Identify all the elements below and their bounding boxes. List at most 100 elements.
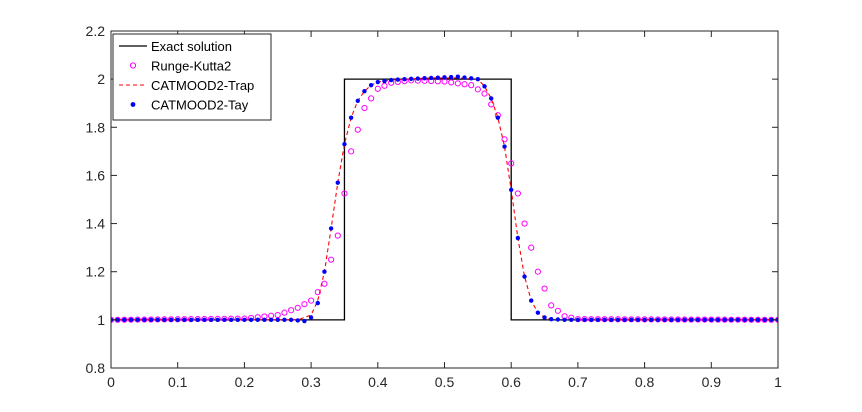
series-4: [111, 74, 778, 324]
rk2-point-56: [481, 90, 488, 97]
tay-point-38: [362, 88, 367, 94]
rk2-point-40: [374, 85, 381, 92]
tay-point-56: [482, 84, 487, 89]
tay-point-18: [228, 317, 234, 323]
rk2-point-66: [548, 302, 555, 309]
tay-point-74: [602, 317, 607, 323]
rk2-point-33: [328, 256, 335, 263]
legend-label-1: Exact solution: [151, 39, 232, 54]
rk2-point-28: [294, 304, 301, 311]
tay-point-1: [115, 317, 120, 323]
tay-point-68: [562, 317, 567, 323]
rk2-point-31: [314, 289, 321, 296]
tay-point-37: [355, 98, 360, 104]
rk2-point-52: [454, 80, 461, 87]
y-tick-label-4: 1.6: [86, 167, 106, 183]
tay-point-35: [342, 141, 347, 147]
tay-point-3: [128, 317, 134, 323]
tay-point-39: [368, 82, 374, 88]
y-tick-label-3: 1.4: [86, 216, 106, 232]
tay-point-40: [375, 79, 380, 85]
tay-point-69: [569, 317, 574, 323]
tay-point-12: [188, 317, 194, 323]
rk2-point-57: [488, 101, 495, 108]
tay-point-63: [529, 298, 534, 303]
tay-point-71: [582, 317, 587, 323]
tay-point-58: [495, 115, 501, 120]
y-tick-label-0: 0.8: [86, 360, 106, 376]
tay-point-8: [162, 317, 167, 323]
rk2-point-89: [701, 316, 708, 323]
y-tick-label-5: 1.8: [86, 119, 106, 135]
x-tick-label-0: 0: [107, 374, 115, 390]
rk2-point-60: [508, 160, 515, 167]
rk2-point-91: [714, 316, 722, 323]
tay-point-17: [222, 317, 227, 323]
rk2-point-64: [534, 268, 541, 275]
tay-point-41: [382, 78, 387, 84]
tay-point-28: [295, 318, 300, 323]
x-tick-label-5: 0.5: [435, 374, 455, 390]
rk2-point-90: [708, 316, 715, 323]
tay-point-16: [215, 317, 220, 323]
x-tick-label-7: 0.7: [568, 374, 588, 390]
tay-point-85: [675, 317, 681, 323]
tay-point-30: [308, 315, 314, 320]
tay-point-26: [282, 317, 287, 323]
tay-point-91: [715, 317, 721, 323]
tay-point-6: [148, 317, 154, 323]
tay-point-84: [669, 317, 674, 323]
tay-point-21: [248, 317, 254, 323]
tay-point-93: [729, 317, 734, 323]
x-tick-label-6: 0.6: [501, 374, 521, 390]
rk2-point-53: [461, 81, 468, 88]
tay-point-33: [328, 226, 334, 231]
tay-point-75: [609, 317, 614, 323]
tay-point-77: [622, 317, 627, 323]
rk2-point-54: [468, 82, 475, 89]
tay-point-51: [448, 74, 454, 80]
tay-point-2: [122, 317, 127, 323]
tay-point-24: [268, 317, 274, 323]
tay-point-70: [575, 317, 581, 323]
tay-point-90: [709, 317, 714, 323]
rk2-point-30: [308, 297, 315, 304]
rk2-point-35: [341, 190, 348, 197]
tay-point-64: [535, 310, 541, 315]
tay-point-61: [515, 235, 521, 241]
tay-point-25: [275, 317, 280, 323]
tay-point-48: [428, 75, 434, 81]
tay-point-66: [549, 316, 554, 322]
tay-point-23: [262, 317, 267, 323]
tay-point-83: [662, 317, 667, 323]
rk2-point-65: [541, 285, 548, 292]
rk2-point-37: [354, 126, 361, 133]
tay-point-4: [135, 317, 140, 323]
tay-point-13: [195, 317, 200, 323]
tay-point-49: [435, 75, 441, 80]
tay-point-45: [408, 76, 414, 82]
tay-point-87: [689, 317, 694, 323]
tay-point-53: [462, 75, 467, 80]
tay-point-22: [255, 317, 260, 323]
tay-point-32: [322, 269, 327, 274]
rk2-point-88: [694, 316, 702, 323]
legend-label-2: Runge-Kutta2: [151, 59, 231, 74]
legend-label-4: CATMOOD2-Tay: [151, 98, 249, 113]
tay-point-50: [442, 75, 447, 80]
rk2-point-39: [368, 95, 375, 102]
tay-point-82: [655, 317, 661, 323]
tay-point-31: [315, 300, 320, 306]
tay-point-47: [422, 76, 427, 81]
tay-point-88: [695, 317, 701, 323]
tay-point-96: [749, 317, 754, 323]
rk2-point-61: [514, 190, 521, 197]
legend-swatch-rk2: [129, 62, 137, 69]
tay-point-10: [175, 317, 180, 323]
plot-area: [111, 74, 778, 324]
tay-point-34: [335, 180, 340, 185]
tay-point-14: [202, 317, 207, 323]
tay-point-44: [402, 76, 407, 82]
tay-point-72: [589, 317, 594, 323]
tay-point-29: [302, 318, 307, 324]
